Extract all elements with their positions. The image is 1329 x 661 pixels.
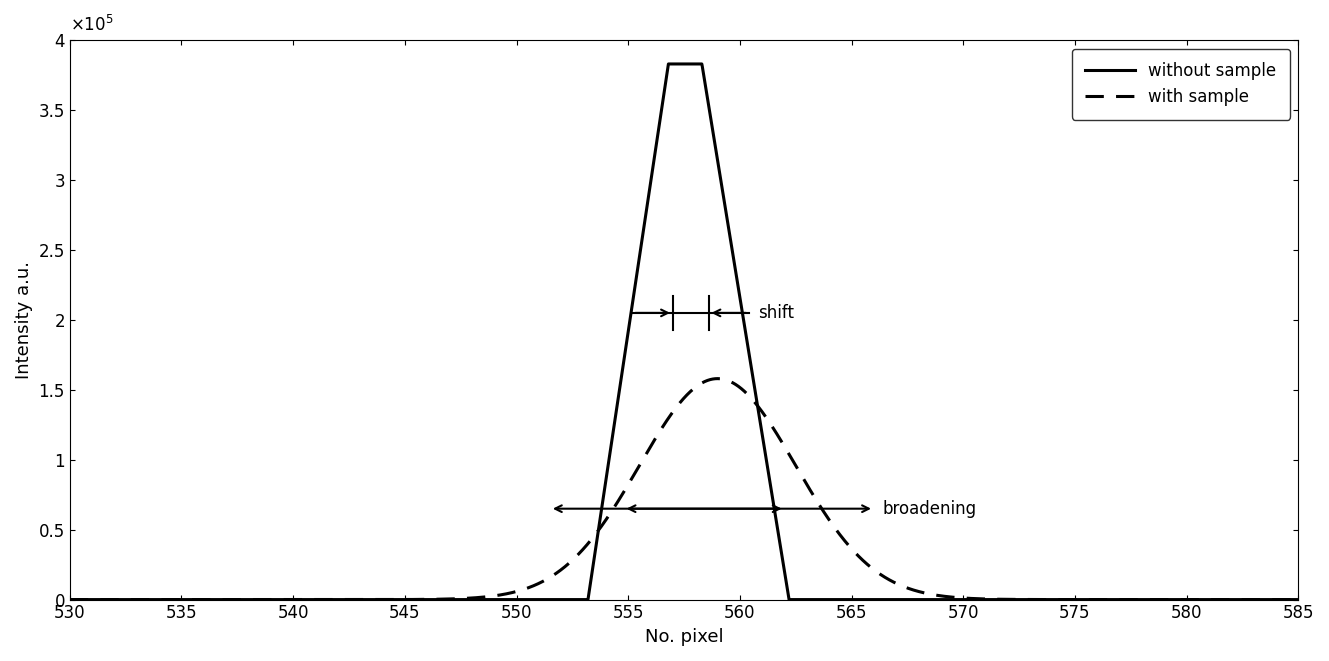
Legend: without sample, with sample: without sample, with sample <box>1071 48 1290 120</box>
X-axis label: No. pixel: No. pixel <box>645 628 723 646</box>
with sample <box>62 596 78 603</box>
without sample <box>978 596 994 603</box>
Text: shift: shift <box>758 304 793 322</box>
with sample <box>799 481 815 488</box>
without sample <box>1290 596 1306 603</box>
Text: broadening: broadening <box>882 500 977 518</box>
Line: without sample: without sample <box>70 64 1298 600</box>
with sample <box>1290 596 1306 603</box>
with sample <box>284 596 300 603</box>
Text: $\times\mathregular{10}^{\mathregular{5}}$: $\times\mathregular{10}^{\mathregular{5}… <box>70 15 113 34</box>
without sample <box>62 596 78 603</box>
without sample <box>661 60 676 68</box>
with sample <box>861 562 877 570</box>
Y-axis label: Intensity a.u.: Intensity a.u. <box>15 261 33 379</box>
with sample <box>978 595 994 603</box>
with sample <box>1073 596 1088 603</box>
without sample <box>284 596 300 603</box>
with sample <box>710 375 726 383</box>
without sample <box>532 596 548 603</box>
Line: with sample: with sample <box>70 379 1298 600</box>
with sample <box>532 579 548 587</box>
without sample <box>1073 596 1088 603</box>
without sample <box>861 596 877 603</box>
without sample <box>799 596 815 603</box>
